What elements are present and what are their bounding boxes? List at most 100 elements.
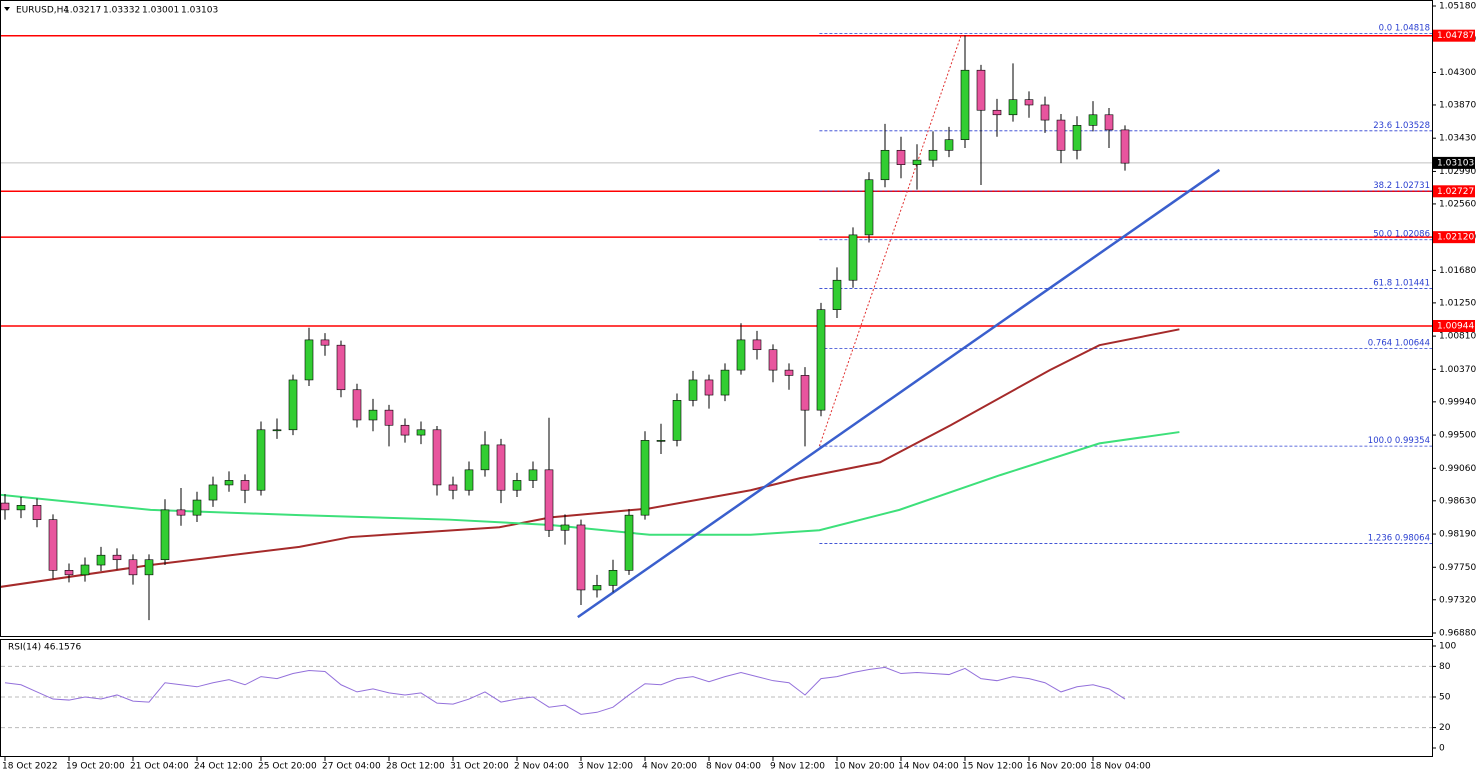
candle-body (464, 469, 474, 491)
candle-body (416, 429, 426, 436)
rsi-name: RSI(14) (8, 643, 41, 653)
candle-body (128, 559, 138, 576)
candle-body (944, 139, 954, 151)
fib-trend (818, 33, 963, 447)
candle-body (1056, 119, 1066, 151)
y-tick-label: 1.03430 (1439, 134, 1476, 144)
y-tick-label: 0.96880 (1439, 629, 1476, 639)
candle-body (576, 524, 586, 591)
candle-body (336, 344, 346, 391)
fib-ratio: 0.0 (1379, 23, 1393, 33)
candle-body (48, 519, 58, 571)
candle-body (928, 149, 938, 161)
level-tag (1433, 231, 1475, 244)
x-tick-label: 14 Nov 04:00 (898, 762, 959, 772)
y-tick-label: 1.05180 (1439, 2, 1476, 12)
candle-body (1072, 125, 1082, 151)
fib-ratio: 0.764 (1368, 338, 1392, 348)
candle-body (112, 554, 122, 561)
rsi-plot (1, 665, 1432, 729)
candle-body (32, 505, 42, 520)
candle-body (896, 149, 906, 165)
main-panel (0, 0, 1433, 637)
rsi-tick-label: 20 (1439, 723, 1451, 733)
fib-price: 1.02086 (1395, 229, 1430, 239)
candle-body (288, 379, 298, 431)
rsi-line (4, 666, 1126, 715)
level-tag-label: 1.02120 (1437, 233, 1474, 243)
y-tick-label: 1.04300 (1439, 68, 1476, 78)
fib-label: 50.0 1.02086 (1373, 229, 1430, 239)
fib-ratio: 61.8 (1373, 278, 1392, 288)
candle-body (1008, 99, 1018, 116)
candle-body (160, 509, 170, 561)
y-tick-label: 1.01680 (1439, 266, 1476, 276)
candle-body (800, 375, 810, 411)
x-tick-label: 28 Oct 12:00 (386, 762, 445, 772)
candle-body (496, 444, 506, 491)
x-tick-label: 4 Nov 20:00 (642, 762, 697, 772)
x-tick-label: 25 Oct 20:00 (258, 762, 317, 772)
header-value: 1.03217 (64, 6, 101, 16)
symbol: EURUSD,H4 (16, 6, 69, 16)
candle-body (208, 484, 218, 501)
candle-body (640, 440, 650, 516)
x-tick-label: 27 Oct 04:00 (322, 762, 381, 772)
candle-body (224, 480, 234, 486)
candle-body (1024, 99, 1034, 106)
candle-body (752, 339, 762, 351)
candle-body (512, 480, 522, 491)
fib-ratio: 50.0 (1373, 229, 1392, 239)
candle-body (720, 369, 730, 396)
main-plot: 0.0 1.04818 23.6 1.03528 38.2 1.02731 50.0 … (1, 23, 1432, 621)
candle-body (560, 524, 570, 531)
y-tick-label: 0.99500 (1439, 431, 1476, 441)
header-value: 1.03103 (181, 6, 218, 16)
candle-body (736, 339, 746, 371)
candle-body (704, 379, 714, 396)
fib-price: 1.01441 (1395, 278, 1430, 288)
candle-body (880, 149, 890, 181)
candle-body (608, 569, 618, 586)
rsi-tick-label: 100 (1439, 642, 1456, 652)
candle-body (192, 499, 202, 516)
candle-body (544, 469, 554, 531)
candle-body (832, 279, 842, 310)
rsi-last: 46.1576 (44, 643, 81, 653)
candle-body (912, 159, 922, 165)
y-tick-label: 1.00370 (1439, 365, 1476, 375)
x-tick-label: 24 Oct 12:00 (194, 762, 253, 772)
candle-body (672, 400, 682, 441)
y-tick-label: 0.97320 (1439, 595, 1476, 605)
level-tag-label: 1.00944 (1437, 321, 1474, 331)
candle-body (624, 514, 634, 571)
x-tick-label: 2 Nov 04:00 (514, 762, 569, 772)
fib-price: 1.00644 (1395, 338, 1430, 348)
level-tag-label: 1.04787 (1437, 31, 1474, 41)
candle-body (976, 69, 986, 111)
candle-body (368, 409, 378, 421)
symbol-arrow (4, 7, 10, 11)
fib-label: 38.2 1.02731 (1373, 181, 1430, 191)
fib-label: 61.8 1.01441 (1373, 278, 1430, 288)
rsi-panel (0, 639, 1433, 757)
x-tick-label: 16 Nov 20:00 (1026, 762, 1087, 772)
candle-body (1120, 129, 1130, 164)
fib-price: 1.03528 (1395, 120, 1430, 130)
x-tick-label: 8 Nov 04:00 (706, 762, 761, 772)
candle-body (400, 424, 410, 436)
candle-body (960, 69, 970, 141)
x-tick-label: 15 Nov 12:00 (962, 762, 1023, 772)
candle-body (320, 339, 330, 346)
level-tag (1433, 29, 1475, 42)
fib-ratio: 23.6 (1373, 120, 1392, 130)
candle-body (304, 339, 314, 381)
fib-label: 100.0 0.99354 (1368, 436, 1430, 446)
x-tick-label: 3 Nov 12:00 (578, 762, 633, 772)
candle-body (256, 429, 266, 491)
y-tick-label: 0.99940 (1439, 397, 1476, 407)
trendline (577, 168, 1221, 619)
fib-label: 23.6 1.03528 (1373, 120, 1430, 130)
